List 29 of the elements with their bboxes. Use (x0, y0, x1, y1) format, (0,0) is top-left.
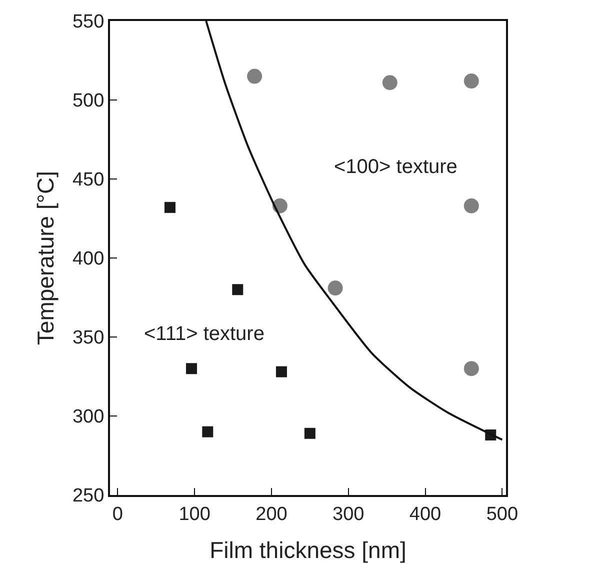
x-tick-label: 300 (332, 504, 364, 525)
point (304, 428, 316, 439)
point (276, 366, 287, 378)
point (328, 280, 343, 296)
point (202, 426, 214, 438)
point (464, 74, 479, 89)
point (464, 198, 479, 214)
y-tick-label: 250 (72, 486, 104, 507)
point (164, 202, 176, 213)
y-axis-title: Temperature [°C] (32, 170, 58, 346)
point (232, 284, 244, 296)
point (464, 361, 479, 376)
point (186, 363, 198, 374)
x-tick-label: 0 (112, 504, 123, 525)
y-tick-label: 550 (72, 12, 104, 33)
x-tick-label: 400 (409, 504, 442, 525)
y-tick-label: 450 (72, 170, 104, 191)
x-axis-title: Film thickness [nm] (210, 536, 406, 563)
x-tick-label: 100 (178, 504, 210, 525)
point (382, 75, 398, 90)
y-tick-label: 300 (72, 406, 104, 428)
y-tick-label: 500 (72, 90, 104, 112)
annotation: <111> texture (144, 323, 264, 345)
y-tick-label: 350 (72, 328, 104, 349)
annotation: <100> texture (334, 156, 458, 178)
point (247, 68, 262, 84)
y-tick-label: 400 (72, 248, 104, 270)
x-tick-label: 500 (486, 504, 518, 525)
x-tick-label: 200 (256, 504, 288, 525)
